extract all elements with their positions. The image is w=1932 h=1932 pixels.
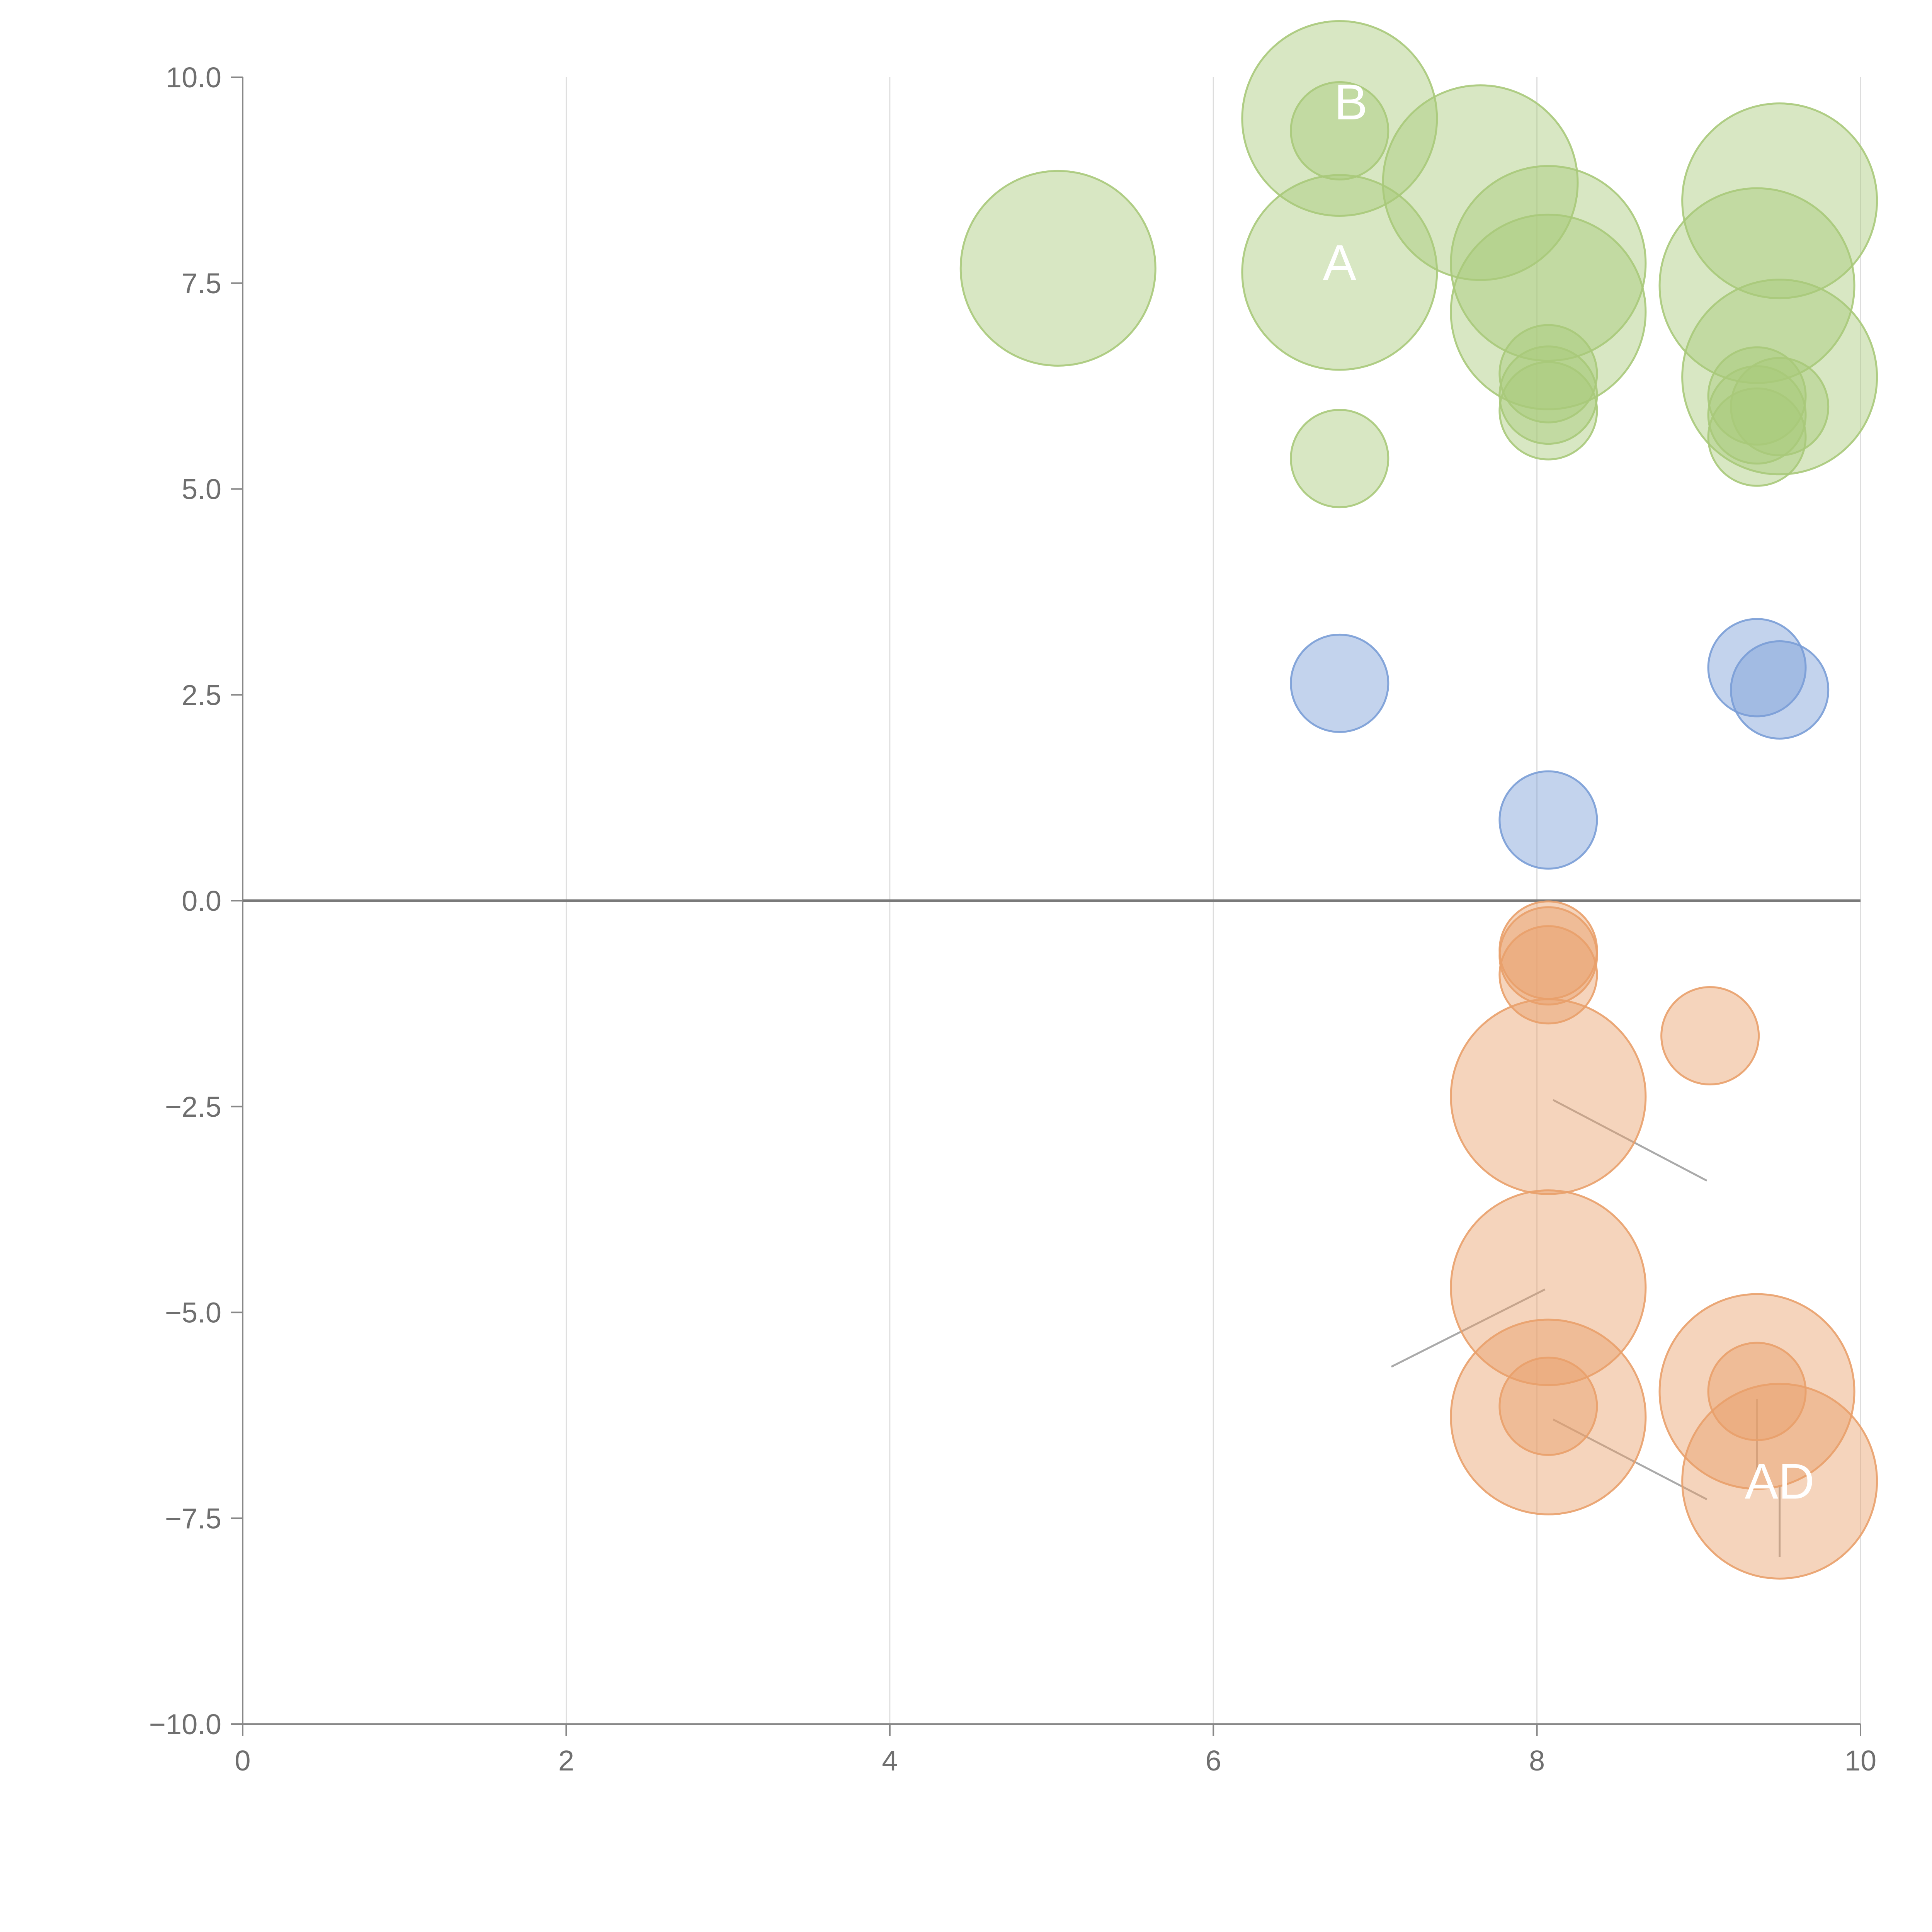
green-point xyxy=(1241,174,1438,371)
orange-point xyxy=(1450,1318,1647,1515)
y-tick-label: 2.5 xyxy=(182,679,221,711)
x-tick-label: 0 xyxy=(235,1745,250,1777)
orange-point xyxy=(1498,906,1598,1006)
x-tick-label: 2 xyxy=(558,1745,574,1777)
green-point xyxy=(1658,187,1855,384)
orange-point xyxy=(1681,1383,1878,1580)
green-point xyxy=(1498,361,1598,461)
connector-line xyxy=(1391,1288,1546,1368)
y-tick-label: 10.0 xyxy=(166,61,221,94)
green-point xyxy=(1290,409,1389,509)
point-labels: B A AD xyxy=(1323,74,1815,1509)
blue-point xyxy=(1290,633,1389,733)
orange-point xyxy=(1450,1189,1647,1386)
y-tick-label: 0.0 xyxy=(182,885,221,917)
x-tick-label: 10 xyxy=(1845,1745,1876,1777)
y-tick-label: 5.0 xyxy=(182,473,221,505)
x-tick-label: 4 xyxy=(882,1745,898,1777)
green-point xyxy=(1290,81,1389,181)
axes xyxy=(231,77,1861,1736)
y-tick-label: −10.0 xyxy=(149,1708,221,1740)
orange-point xyxy=(1498,925,1598,1025)
point-label: B xyxy=(1334,74,1368,130)
green-point xyxy=(1681,102,1878,299)
data-points xyxy=(959,20,1878,1580)
y-tick-label: −7.5 xyxy=(165,1502,221,1534)
blue-point xyxy=(1498,770,1598,870)
x-tick-label: 6 xyxy=(1206,1745,1221,1777)
green-point xyxy=(1681,279,1878,476)
green-point xyxy=(1707,365,1807,465)
blue-point xyxy=(1730,640,1830,740)
annotation-connectors xyxy=(1391,1099,1781,1557)
green-point xyxy=(1730,357,1830,456)
green-point xyxy=(1498,345,1598,445)
orange-point xyxy=(1660,986,1760,1085)
y-tick-label: −5.0 xyxy=(165,1297,221,1329)
connector-line xyxy=(1553,1418,1708,1500)
point-label: AD xyxy=(1745,1453,1815,1509)
orange-point xyxy=(1658,1293,1855,1490)
y-tick-label: −2.5 xyxy=(165,1091,221,1123)
green-point xyxy=(1707,387,1807,487)
orange-point xyxy=(1707,1342,1807,1441)
y-tick-label: 7.5 xyxy=(182,267,221,299)
green-point xyxy=(1450,213,1647,410)
orange-point xyxy=(1450,998,1647,1195)
tick-labels: 0 2 4 6 8 10 10.0 7.5 5.0 2.5 0.0 −2.5 −5.0 −7.5 −10.0 xyxy=(149,61,1876,1777)
point-label: A xyxy=(1323,234,1356,291)
green-point xyxy=(1241,20,1438,217)
blue-point xyxy=(1707,618,1807,718)
green-point xyxy=(959,170,1156,367)
green-point xyxy=(1382,84,1579,281)
orange-point xyxy=(1498,1356,1598,1456)
green-point xyxy=(1450,165,1647,362)
x-tick-label: 8 xyxy=(1529,1745,1545,1777)
green-point xyxy=(1498,324,1598,423)
connector-line xyxy=(1553,1099,1708,1182)
